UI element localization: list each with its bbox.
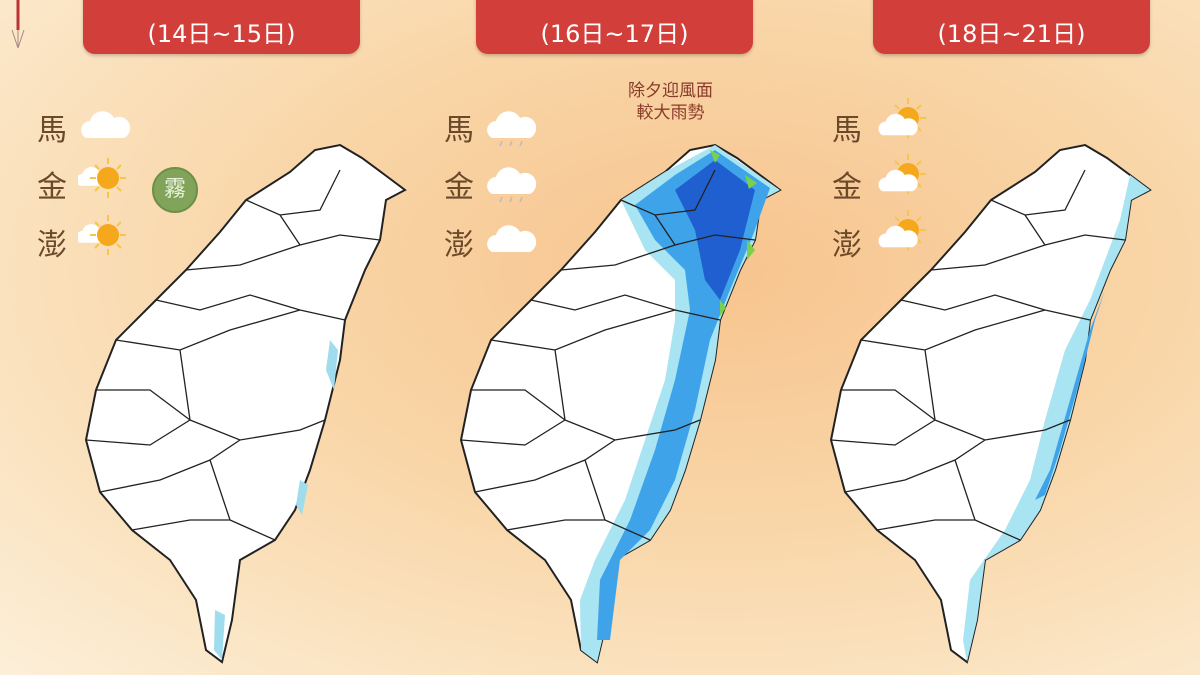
island-label-kinmen: 金 [37, 170, 67, 205]
island-label-kinmen: 金 [444, 170, 474, 205]
island-label-penghu: 澎 [832, 228, 862, 263]
island-label-kinmen: 金 [832, 170, 862, 205]
rain-area-light [963, 175, 1150, 662]
note-line-2: 較大雨勢 [636, 103, 705, 123]
period-header-2: (16日~17日) [476, 0, 753, 54]
date-range: (16日~17日) [540, 20, 689, 48]
map-panel-1 [85, 144, 406, 663]
date-range: (14日~15日) [147, 20, 296, 48]
island-label-penghu: 澎 [37, 228, 67, 263]
island-label-matsu: 馬 [832, 113, 862, 148]
island-label-matsu: 馬 [444, 113, 474, 148]
island-label-penghu: 澎 [444, 228, 474, 263]
fog-badge: 霧 [152, 167, 198, 213]
map-panel-2 [460, 144, 781, 663]
period-header-1: (14日~15日) [83, 0, 360, 54]
lantern-decoration-icon [11, 0, 25, 49]
rain-area-moderate [1035, 290, 1105, 500]
period-header-3: (18日~21日) [873, 0, 1150, 54]
rain-annotation: 除夕迎風面 較大雨勢 [628, 80, 713, 124]
date-range: (18日~21日) [937, 20, 1086, 48]
map-panel-3 [830, 144, 1151, 663]
rain-cloud-icon [484, 160, 538, 203]
rain-cloud-icon [484, 104, 538, 147]
note-line-1: 除夕迎風面 [628, 81, 713, 101]
rain-area-heavy [675, 160, 755, 300]
island-label-matsu: 馬 [37, 113, 67, 148]
